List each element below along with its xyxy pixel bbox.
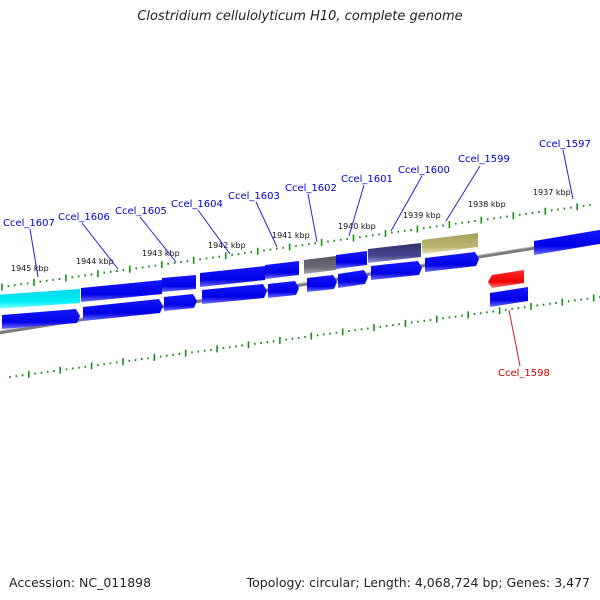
gene-forward-7[interactable] [338, 270, 368, 288]
scale-ticks-lower [9, 294, 600, 378]
connector-ccel-1603 [255, 201, 278, 248]
scale-label-1938: 1938 kbp [468, 200, 506, 209]
scale-label-1937: 1937 kbp [533, 188, 571, 197]
gene-ccel-1598-arrow[interactable] [488, 270, 524, 288]
scale-ticks-upper [1, 203, 591, 291]
gene-ccel-1604[interactable] [200, 266, 265, 287]
gene-ccel-1599[interactable] [422, 233, 478, 254]
connector-ccel-1600 [390, 175, 423, 232]
scale-label-1941: 1941 kbp [272, 231, 310, 240]
connector-ccel-1605 [139, 216, 177, 263]
scale-label-1942: 1942 kbp [208, 241, 246, 250]
gene-label-ccel-1601[interactable]: Ccel_1601 [341, 174, 393, 185]
gene-ccel-1606[interactable] [81, 280, 162, 302]
scale-label-1939: 1939 kbp [403, 211, 441, 220]
gene-ccel-1598[interactable] [490, 287, 528, 307]
accession-text: Accession: NC_011898 [9, 575, 152, 590]
scale-label-1945: 1945 kbp [11, 264, 49, 273]
connector-ccel-1599 [445, 165, 481, 222]
gene-label-ccel-1605[interactable]: Ccel_1605 [115, 206, 167, 217]
genome-summary-text: Topology: circular; Length: 4,068,724 bp… [246, 575, 590, 590]
connector-ccel-1602 [307, 193, 318, 243]
gene-ccel-1607[interactable] [0, 289, 80, 309]
gene-forward-1[interactable] [2, 309, 80, 329]
gene-ccel-1605[interactable] [162, 275, 196, 292]
map-title: Clostridium cellulolyticum H10, complete… [137, 9, 463, 24]
connector-ccel-1607 [29, 228, 39, 278]
gene-forward-6[interactable] [307, 275, 337, 292]
gene-label-ccel-1600[interactable]: Ccel_1600 [398, 165, 450, 176]
gene-label-ccel-1606[interactable]: Ccel_1606 [58, 212, 110, 223]
scale-label-1943: 1943 kbp [142, 249, 180, 258]
gene-label-ccel-1599[interactable]: Ccel_1599 [458, 154, 510, 165]
gene-track-reverse [488, 270, 528, 307]
connector-ccel-1597 [562, 149, 574, 200]
gene-forward-3[interactable] [164, 294, 197, 311]
connector-ccel-1601 [348, 184, 365, 237]
label-connectors [29, 149, 574, 367]
gene-label-ccel-1603[interactable]: Ccel_1603 [228, 191, 280, 202]
gene-label-ccel-1597[interactable]: Ccel_1597 [539, 139, 591, 150]
gene-forward-9[interactable] [425, 252, 479, 272]
gene-forward-5[interactable] [268, 281, 299, 298]
gene-label-ccel-1598[interactable]: Ccel_1598 [498, 368, 550, 379]
gene-label-ccel-1607[interactable]: Ccel_1607 [3, 218, 55, 229]
scale-label-1940: 1940 kbp [338, 222, 376, 231]
connector-ccel-1604 [197, 209, 231, 255]
scale-label-1944: 1944 kbp [76, 257, 114, 266]
scale-labels: 1945 kbp 1944 kbp 1943 kbp 1942 kbp 1941… [11, 188, 571, 273]
gene-label-ccel-1602[interactable]: Ccel_1602 [285, 183, 337, 194]
gene-ccel-1600[interactable] [368, 243, 421, 263]
gene-ccel-1603[interactable] [265, 261, 299, 279]
gene-track-forward-inner [2, 252, 479, 329]
gene-forward-4[interactable] [202, 284, 267, 304]
gene-track-forward-outer [0, 229, 600, 309]
gene-forward-8[interactable] [371, 261, 422, 280]
gene-forward-2[interactable] [83, 299, 163, 321]
gene-ccel-1597[interactable] [534, 229, 600, 255]
gene-label-ccel-1604[interactable]: Ccel_1604 [171, 199, 223, 210]
gene-labels: Ccel_1607 Ccel_1606 Ccel_1605 Ccel_1604 … [3, 139, 591, 379]
gene-ccel-1602[interactable] [304, 256, 336, 274]
gene-ccel-1601[interactable] [336, 251, 367, 269]
connector-ccel-1598 [508, 309, 521, 367]
connector-ccel-1606 [81, 222, 119, 270]
